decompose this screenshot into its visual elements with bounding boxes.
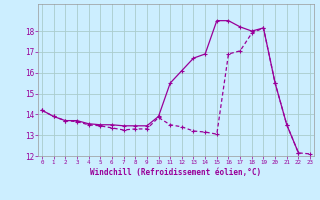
X-axis label: Windchill (Refroidissement éolien,°C): Windchill (Refroidissement éolien,°C) [91,168,261,177]
